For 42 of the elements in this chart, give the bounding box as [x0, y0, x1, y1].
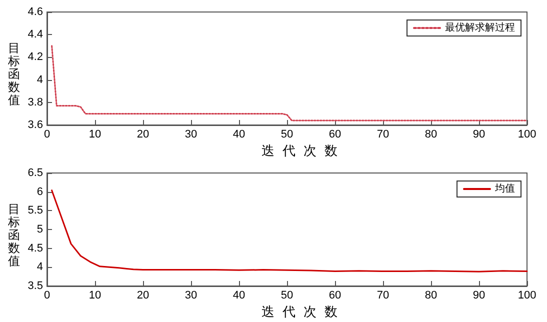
y-tick-label: 3.6	[28, 119, 43, 131]
x-tick-label: 30	[184, 290, 198, 302]
x-tick-label: 50	[280, 290, 294, 302]
x-tick-label: 60	[328, 290, 342, 302]
y-tick-label: 4.4	[28, 28, 43, 41]
line-series	[51, 45, 528, 122]
x-tick-label: 100	[518, 290, 536, 302]
x-tick-label: 10	[88, 128, 102, 140]
x-tick-label: 30	[184, 128, 198, 140]
x-tick-label: 70	[376, 290, 390, 302]
x-tick-label: 80	[424, 128, 438, 140]
y-tick-label: 4.5	[28, 242, 43, 254]
x-tick-label: 0	[44, 128, 50, 140]
y-tick-label: 4.6	[28, 6, 43, 18]
y-tick-label: 5	[36, 224, 43, 236]
x-tick-label: 90	[472, 290, 486, 302]
x-tick-label: 50	[280, 128, 294, 140]
legend-label: 最优解求解过程	[445, 22, 515, 34]
y-tick-label: 4.2	[28, 51, 43, 64]
x-tick-label: 0	[44, 290, 50, 302]
x-tick-label: 40	[232, 128, 246, 140]
y-tick-label: 4	[36, 261, 43, 274]
y-tick-label: 3.5	[28, 280, 43, 292]
y-tick-label: 5.5	[28, 204, 43, 217]
x-axis-title: 迭代次数	[260, 143, 346, 160]
y-axis-title: 目标函数值	[8, 202, 21, 268]
x-tick-label: 20	[136, 128, 150, 140]
y-axis-title: 目标函数值	[8, 41, 21, 107]
y-tick-label: 6	[36, 186, 43, 198]
y-tick-label: 3.8	[28, 96, 43, 108]
x-tick-label: 70	[376, 128, 390, 140]
x-tick-label: 90	[472, 128, 486, 140]
y-tick-label: 4	[36, 74, 43, 86]
x-tick-label: 20	[136, 290, 150, 302]
y-tick-label: 6.5	[28, 167, 43, 179]
x-tick-label: 40	[232, 290, 246, 302]
legend-label: 均值	[494, 182, 515, 194]
x-tick-label: 100	[518, 128, 536, 140]
x-tick-label: 10	[88, 290, 102, 302]
x-tick-label: 80	[424, 290, 438, 302]
x-tick-label: 60	[328, 128, 342, 140]
x-axis-title: 迭代次数	[260, 304, 346, 321]
